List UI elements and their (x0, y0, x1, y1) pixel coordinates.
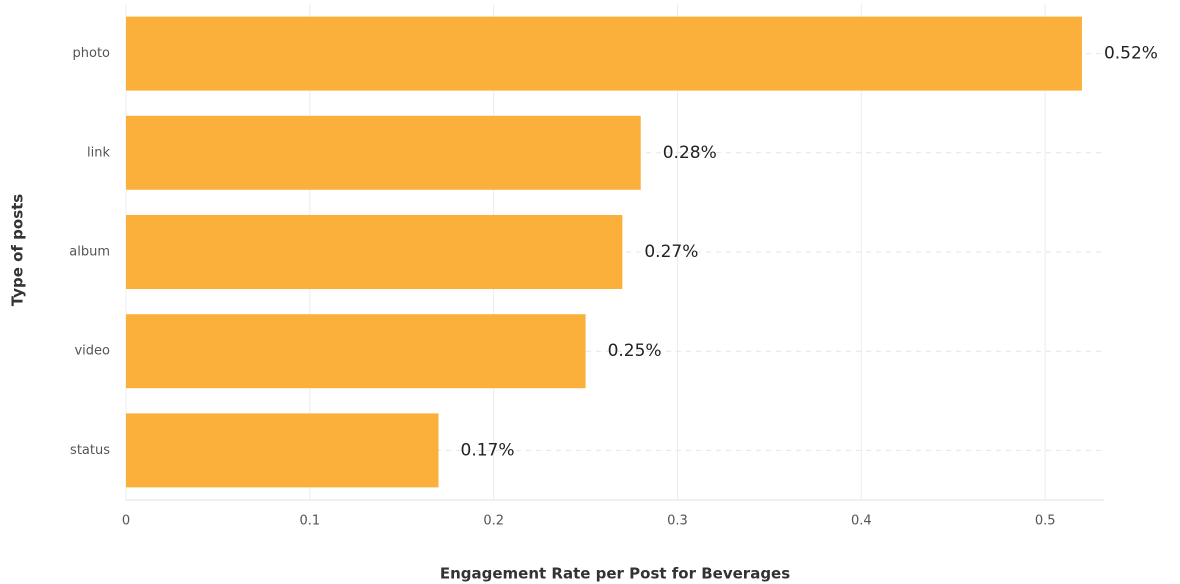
y-tick-label: video (74, 344, 110, 359)
bar (126, 215, 623, 289)
x-axis-title: Engagement Rate per Post for Beverages (440, 565, 790, 583)
data-label: 0.28% (663, 143, 717, 163)
y-tick-label: status (70, 443, 110, 458)
bar (126, 115, 641, 190)
data-label: 0.52% (1104, 44, 1158, 64)
x-tick-label: 0.5 (1035, 514, 1056, 529)
data-label: 0.25% (608, 341, 662, 361)
x-tick-label: 0.1 (299, 514, 320, 529)
bar (126, 314, 586, 389)
data-label: 0.27% (644, 242, 698, 262)
y-tick-label: photo (73, 46, 111, 61)
bar (126, 16, 1082, 91)
x-tick-label: 0.3 (667, 514, 688, 529)
x-tick-label: 0.4 (851, 514, 872, 529)
y-axis-title: Type of posts (9, 194, 27, 307)
bar (126, 413, 439, 488)
x-tick-label: 0.2 (483, 514, 504, 529)
data-label: 0.17% (461, 440, 515, 460)
y-tick-label: album (69, 245, 110, 260)
y-tick-label: link (87, 145, 110, 160)
x-tick-label: 0 (122, 514, 130, 529)
